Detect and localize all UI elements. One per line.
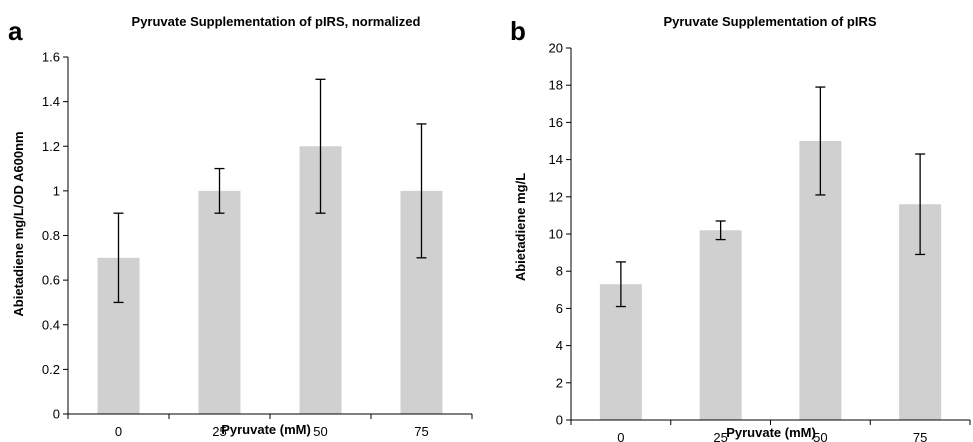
panel-a-axes (67, 57, 472, 415)
x-tick-label: 25 (212, 424, 226, 439)
bar-25 (198, 190, 241, 414)
errorbar-75 (416, 123, 427, 259)
y-tick-label: 1.6 (42, 50, 60, 65)
y-tick-label: 10 (549, 227, 563, 242)
y-tick-label: 0.4 (42, 317, 60, 332)
errorbar-25 (715, 220, 726, 241)
y-tick-label: 0 (53, 407, 60, 422)
errorbar-75 (915, 153, 926, 256)
x-tick-label: 0 (617, 430, 624, 442)
errorbar-0 (615, 261, 626, 308)
x-tick-label: 50 (813, 430, 827, 442)
errorbar-50 (315, 78, 326, 214)
y-tick-label: 6 (556, 301, 563, 316)
y-tick-label: 0.6 (42, 273, 60, 288)
y-tick-label: 4 (556, 338, 563, 353)
panel-b-ylabel: Abietadiene mg/L (513, 173, 528, 281)
panel-a-title: Pyruvate Supplementation of pIRS, normal… (132, 14, 421, 29)
y-tick-label: 14 (549, 152, 563, 167)
panel-a-letter: a (8, 16, 23, 46)
panel-a: a Pyruvate Supplementation of pIRS, norm… (8, 14, 473, 439)
y-tick-label: 16 (549, 115, 563, 130)
y-tick-label: 1.4 (42, 94, 60, 109)
panel-a-ticks: 0 0.2 0.4 0.6 0.8 1 1.2 1.4 1.6 0 25 50 75 (42, 50, 473, 439)
x-tick-label: 75 (913, 430, 927, 442)
x-tick-label: 25 (713, 430, 727, 442)
y-tick-label: 0 (556, 413, 563, 428)
panel-b-xlabel: Pyruvate (mM) (726, 425, 816, 440)
x-tick-label: 0 (115, 424, 122, 439)
y-tick-label: 8 (556, 264, 563, 279)
y-tick-label: 18 (549, 78, 563, 93)
bar-25 (699, 230, 742, 420)
panel-a-errorbars (113, 78, 427, 304)
panel-a-xlabel: Pyruvate (mM) (221, 422, 311, 437)
y-tick-label: 2 (556, 375, 563, 390)
panel-b-title: Pyruvate Supplementation of pIRS (663, 14, 876, 29)
errorbar-50 (815, 86, 826, 196)
panel-a-ylabel: Abietadiene mg/L/OD A600nm (11, 131, 26, 316)
errorbar-0 (113, 212, 124, 304)
y-tick-label: 1 (53, 183, 60, 198)
y-tick-label: 20 (549, 41, 563, 56)
y-tick-label: 0.2 (42, 362, 60, 377)
panel-b-errorbars (615, 86, 926, 308)
y-tick-label: 1.2 (42, 139, 60, 154)
x-tick-label: 75 (414, 424, 428, 439)
panel-b-axes (570, 48, 970, 421)
y-tick-label: 12 (549, 189, 563, 204)
panel-b-ticks: 0 2 4 6 8 10 12 14 16 18 20 0 25 50 75 (549, 41, 971, 442)
panel-b: b Pyruvate Supplementation of pIRS Pyruv… (510, 14, 971, 442)
panel-a-bars (97, 146, 443, 414)
y-tick-label: 0.8 (42, 228, 60, 243)
errorbar-25 (214, 167, 225, 214)
panel-b-bars (599, 141, 942, 420)
x-tick-label: 50 (313, 424, 327, 439)
panel-b-letter: b (510, 16, 526, 46)
